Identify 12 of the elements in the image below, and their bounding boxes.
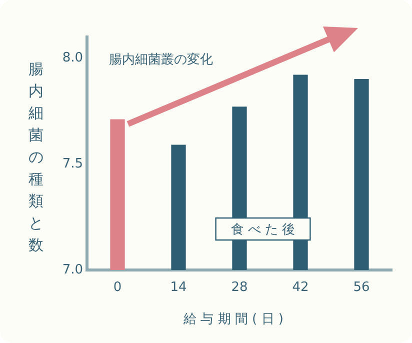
- x-tick-label: 14: [170, 280, 187, 296]
- annotation: 食 べ た 後: [230, 222, 296, 238]
- x-tick-label: 42: [292, 280, 309, 296]
- x-tick-label: 28: [231, 280, 248, 296]
- x-tick-label: 0: [113, 280, 122, 296]
- x-tick-label: 56: [353, 280, 370, 296]
- y-tick-label: 7.0: [62, 262, 83, 278]
- y-tick-label: 7.5: [62, 156, 83, 172]
- x-axis-title: 給 与 期 間 ( 日 ): [182, 311, 284, 328]
- annotation: 腸内細菌叢の変化: [109, 51, 213, 68]
- text: 腸内細菌の種類と数: [28, 60, 44, 254]
- y-tick-label: 8.0: [62, 50, 83, 66]
